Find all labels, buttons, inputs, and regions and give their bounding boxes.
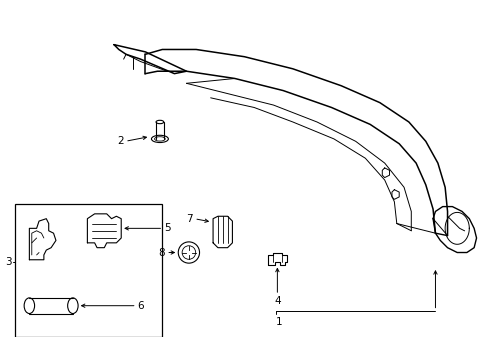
Text: 6: 6 — [137, 301, 143, 311]
Text: 4: 4 — [273, 296, 280, 306]
Text: 2: 2 — [117, 136, 123, 146]
Text: 1: 1 — [275, 317, 282, 327]
Text: 8: 8 — [158, 248, 164, 257]
Text: 7: 7 — [186, 214, 192, 224]
Text: 5: 5 — [163, 223, 170, 233]
Text: 3: 3 — [5, 257, 11, 267]
Bar — [15, 204, 162, 337]
